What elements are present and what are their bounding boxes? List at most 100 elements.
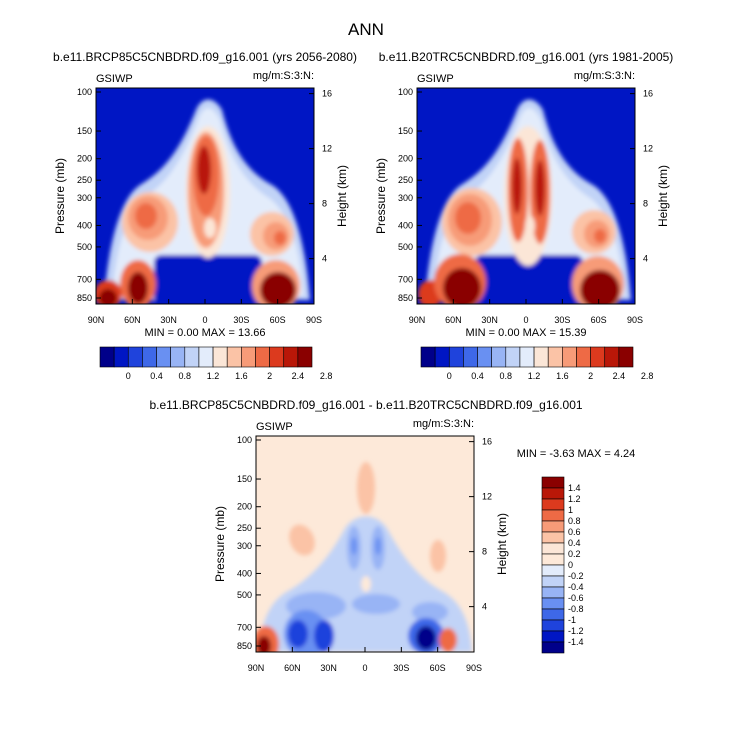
variable-label: GSIWP: [256, 421, 293, 433]
x-tick-label: 0: [523, 315, 528, 325]
x-tick-label: 60S: [430, 663, 446, 673]
colorbar-label: -0.4: [568, 582, 584, 592]
colorbar-label: 2.4: [613, 371, 626, 381]
x-tick-label: 90S: [466, 663, 482, 673]
panel-title: b.e11.BRCP85C5CNBDRD.f09_g16.001 - b.e11…: [149, 398, 582, 412]
colorbar-swatch: [420, 346, 436, 368]
y-axis-label: Pressure (mb): [213, 506, 227, 582]
units-label: mg/m:S:3:N:: [413, 418, 474, 430]
variable-label: GSIWP: [96, 73, 133, 85]
x-tick-label: 0: [362, 663, 367, 673]
y-tick-label: 150: [77, 126, 92, 136]
y-tick-label: 250: [398, 175, 413, 185]
colorbar-swatch: [113, 346, 129, 368]
colorbar-swatch: [477, 346, 492, 368]
colorbar-swatch: [541, 520, 565, 533]
y-axis-label: Pressure (mb): [53, 158, 67, 234]
colorbar-swatch: [618, 346, 634, 368]
colorbar-swatch: [463, 346, 478, 368]
colorbar-swatch: [541, 498, 565, 511]
colorbar-swatch: [541, 597, 565, 610]
y2-axis-label: Height (km): [335, 165, 349, 227]
colorbar-swatch: [541, 564, 565, 577]
colorbar-label: 0.4: [568, 538, 581, 548]
y-tick-label: 850: [398, 293, 413, 303]
colorbar-swatch: [576, 346, 591, 368]
colorbar-swatch: [226, 346, 242, 368]
y-tick-label: 300: [398, 193, 413, 203]
colorbar-swatch: [541, 619, 565, 632]
stats-label: MIN = 0.00 MAX = 13.66: [144, 327, 265, 339]
y2-tick-label: 4: [482, 602, 487, 612]
y-tick-label: 700: [77, 274, 92, 284]
colorbar-label: 0: [568, 560, 573, 570]
y-tick-label: 250: [77, 175, 92, 185]
colorbar-label: 0.8: [179, 371, 192, 381]
colorbar-swatch: [142, 346, 157, 368]
y2-tick-label: 16: [643, 89, 653, 99]
x-tick-label: 90N: [248, 663, 265, 673]
colorbar-label: 1.2: [568, 494, 581, 504]
y-tick-label: 150: [398, 126, 413, 136]
y-tick-label: 850: [77, 293, 92, 303]
y2-tick-label: 16: [482, 437, 492, 447]
colorbar-swatch: [541, 509, 565, 522]
y-tick-label: 500: [237, 590, 252, 600]
variable-label: GSIWP: [417, 73, 454, 85]
x-tick-label: 90S: [627, 315, 643, 325]
colorbar-swatch: [541, 542, 565, 555]
y2-tick-label: 16: [322, 89, 332, 99]
colorbar-swatch: [241, 346, 256, 368]
y-tick-label: 700: [398, 274, 413, 284]
x-tick-label: 90S: [306, 315, 322, 325]
figure-title: ANN: [348, 20, 384, 39]
colorbar-swatch: [562, 346, 577, 368]
y-tick-label: 200: [398, 154, 413, 164]
colorbar-swatch: [491, 346, 507, 368]
y-tick-label: 150: [237, 474, 252, 484]
colorbar-swatch: [99, 346, 115, 368]
colorbar: 0 0.4 0.8 1.2 1.6 2 2.4 2.8: [99, 346, 333, 381]
y2-tick-label: 12: [482, 492, 492, 502]
colorbar-label: -0.6: [568, 593, 584, 603]
x-tick-label: 60S: [270, 315, 286, 325]
colorbar-swatch: [434, 346, 450, 368]
y2-tick-label: 8: [322, 199, 327, 209]
colorbar-swatch: [541, 487, 565, 500]
y-tick-label: 500: [77, 242, 92, 252]
y2-axis-label: Height (km): [656, 165, 670, 227]
y-tick-label: 400: [77, 220, 92, 230]
y2-tick-label: 12: [322, 144, 332, 154]
colorbar-label: -0.2: [568, 571, 584, 581]
colorbar-swatch: [519, 346, 535, 368]
y-tick-label: 700: [237, 622, 252, 632]
colorbar-swatch: [505, 346, 521, 368]
y-tick-label: 400: [237, 568, 252, 578]
colorbar-swatch: [541, 476, 565, 489]
axes: 90N 60N 30N 0 30S 60S 90S 100 150 200 250 300 400 500…: [53, 87, 349, 325]
x-tick-label: 30S: [233, 315, 249, 325]
colorbar-swatch: [198, 346, 214, 368]
colorbar-label: -1.4: [568, 637, 584, 647]
colorbar-label: 1.6: [235, 371, 248, 381]
colorbar-label: 1.2: [207, 371, 220, 381]
y-tick-label: 200: [77, 154, 92, 164]
y-tick-label: 300: [237, 541, 252, 551]
x-tick-label: 60N: [284, 663, 301, 673]
colorbar-label: 0.2: [568, 549, 581, 559]
colorbar-swatch: [184, 346, 200, 368]
colorbar-swatch: [541, 575, 565, 588]
y2-axis-label: Height (km): [495, 513, 509, 575]
colorbar-swatch: [541, 553, 565, 566]
axes: 90N 60N 30N 0 30S 60S 90S 100 150 200 250 300 400 500…: [374, 87, 670, 325]
colorbar-label: 1.2: [528, 371, 541, 381]
colorbar-label: 0: [447, 371, 452, 381]
stats-label: MIN = 0.00 MAX = 15.39: [465, 327, 586, 339]
contour-field: [256, 436, 474, 652]
colorbar-label: 2: [267, 371, 272, 381]
colorbar-label: 2.8: [320, 371, 333, 381]
x-tick-label: 30S: [393, 663, 409, 673]
colorbar-label: 2.8: [641, 371, 654, 381]
axes: 90N 60N 30N 0 30S 60S 90S 100 150 200 250 300 400 500…: [213, 435, 509, 673]
contour-field: [96, 88, 314, 304]
